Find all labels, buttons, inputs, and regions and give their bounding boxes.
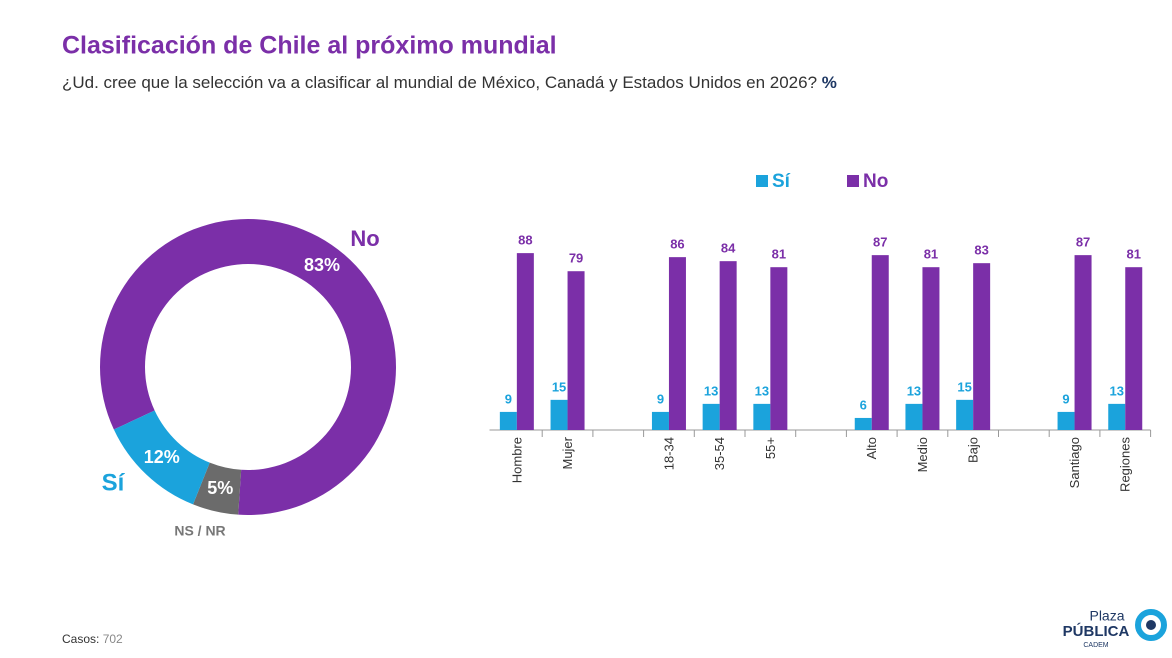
subtitle-text: ¿Ud. cree que la selección va a clasific… — [62, 73, 817, 92]
x-tick-label: Regiones — [1118, 437, 1133, 492]
slice-category-label: NS / NR — [174, 523, 225, 539]
x-tick-label: Hombre — [509, 437, 524, 483]
bar-value-label: 87 — [1076, 235, 1090, 250]
bar-value-label: 6 — [860, 397, 867, 412]
bar-value-label: 81 — [924, 247, 938, 262]
bar — [1057, 411, 1075, 430]
logo-sub: CADEM — [1083, 642, 1108, 649]
x-tick-label: 35-54 — [712, 437, 727, 470]
x-tick-label: Alto — [864, 437, 879, 459]
logo: Plaza PÚBLICA CADEM — [1063, 608, 1167, 649]
bar — [1074, 255, 1092, 430]
slice-category-label: Sí — [102, 469, 126, 496]
legend-label: No — [863, 171, 888, 192]
slice-value-label: 12% — [144, 447, 180, 467]
logo-icon — [1135, 609, 1167, 641]
bar — [516, 253, 534, 430]
bar — [956, 399, 974, 430]
logo-main: PÚBLICA — [1063, 622, 1130, 640]
bar — [567, 271, 585, 430]
bar — [854, 417, 872, 430]
title: Clasificación de Chile al próximo mundia… — [62, 32, 557, 60]
bar-value-label: 13 — [755, 383, 769, 398]
slice-value-label: 83% — [304, 255, 340, 275]
x-tick-label: 18-34 — [661, 437, 676, 470]
bar-value-label: 87 — [873, 235, 887, 250]
bar — [905, 403, 923, 430]
logo-top: Plaza — [1089, 608, 1124, 624]
bar — [651, 411, 669, 430]
bar — [719, 261, 737, 430]
bar — [871, 255, 889, 430]
subtitle-unit: % — [822, 73, 837, 92]
x-tick-label: 55+ — [763, 437, 778, 459]
bar — [922, 267, 940, 430]
bar — [668, 257, 686, 430]
subtitle: ¿Ud. cree que la selección va a clasific… — [62, 73, 837, 92]
cases-label: Casos: — [62, 632, 99, 646]
bar — [550, 399, 568, 430]
bar-value-label: 9 — [505, 391, 512, 406]
bar — [1108, 403, 1126, 430]
legend-swatch — [847, 175, 859, 187]
x-tick-label: Bajo — [966, 437, 981, 463]
bar — [973, 263, 991, 430]
donut-slice — [193, 462, 242, 515]
bar-value-label: 81 — [1127, 247, 1141, 262]
donut-slice — [113, 410, 210, 505]
x-tick-label: Mujer — [560, 436, 575, 469]
bar — [702, 403, 720, 430]
bar-value-label: 15 — [552, 379, 566, 394]
bar-value-label: 13 — [1110, 383, 1124, 398]
legend-swatch — [756, 175, 768, 187]
slice-category-label: No — [350, 226, 379, 251]
slice-value-label: 5% — [207, 478, 233, 498]
bar — [1125, 267, 1143, 430]
bar-value-label: 9 — [657, 391, 664, 406]
bar-value-label: 13 — [704, 383, 718, 398]
bar-value-label: 81 — [772, 247, 786, 262]
bar-value-label: 15 — [957, 379, 971, 394]
bar-value-label: 79 — [569, 251, 583, 266]
bar-value-label: 84 — [721, 241, 736, 256]
bar — [770, 267, 788, 430]
bar-value-label: 13 — [907, 383, 921, 398]
bar — [753, 403, 771, 430]
cases: 702 — [103, 632, 123, 646]
legend-label: Sí — [772, 171, 791, 192]
bar-value-label: 86 — [670, 237, 684, 252]
donut-slice — [100, 219, 397, 515]
bar-value-label: 88 — [518, 233, 532, 248]
x-tick-label: Medio — [915, 437, 930, 472]
logo-icon-core — [1146, 620, 1156, 630]
footer: Casos: 702 — [62, 632, 123, 646]
bar — [499, 411, 517, 430]
bar-value-label: 83 — [974, 243, 988, 258]
x-tick-label: Santiago — [1067, 437, 1082, 488]
bar-value-label: 9 — [1062, 391, 1069, 406]
